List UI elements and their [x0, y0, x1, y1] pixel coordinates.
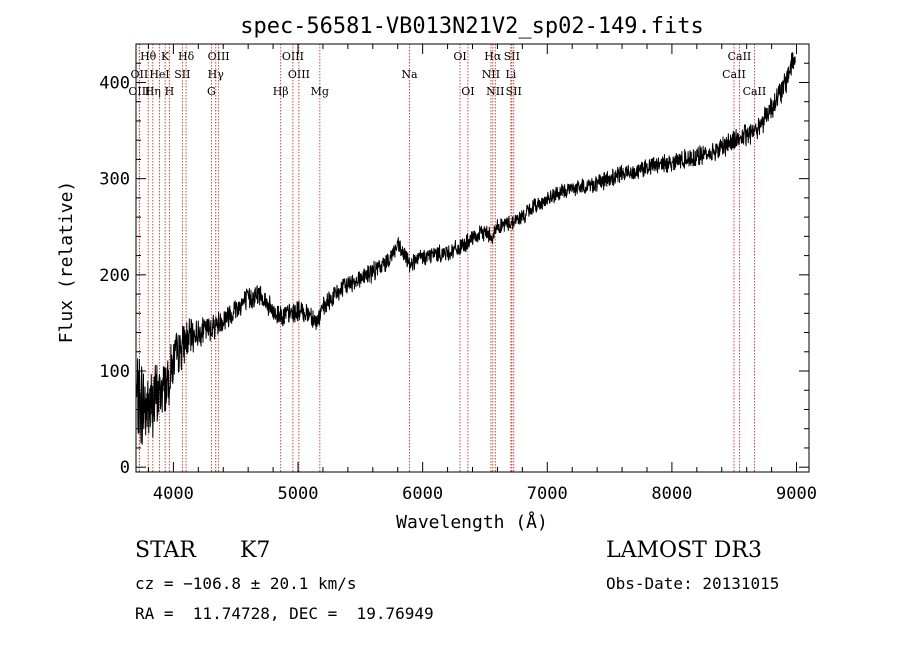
- line-label: OI: [453, 50, 466, 63]
- x-tick-label: 9000: [776, 484, 817, 504]
- object-subclass: K7: [240, 538, 271, 563]
- line-label: Hη: [145, 85, 161, 98]
- line-label: K: [161, 50, 170, 63]
- line-label: G: [207, 85, 216, 98]
- x-tick-label: 5000: [278, 484, 319, 504]
- line-label: OIII: [208, 50, 230, 63]
- redshift-velocity: cz = −106.8 ± 20.1 km/s: [135, 574, 357, 593]
- coordinates: RA = 11.74728, DEC = 19.76949: [135, 604, 434, 623]
- flux-line: [136, 52, 796, 445]
- x-tick-label: 4000: [153, 484, 194, 504]
- y-tick-label: 0: [120, 458, 130, 478]
- line-label: OIII: [288, 68, 310, 81]
- line-label: NII: [482, 68, 500, 81]
- line-label: CaII: [743, 85, 767, 98]
- y-tick-label: 100: [99, 362, 130, 382]
- line-label: SII: [174, 68, 190, 81]
- line-label: CaII: [728, 50, 752, 63]
- chart-title: spec-56581-VB013N21V2_sp02-149.fits: [240, 14, 704, 39]
- line-label: Mg: [311, 85, 329, 98]
- survey-name: LAMOST DR3: [606, 538, 762, 563]
- plot-frame: [135, 43, 810, 473]
- y-tick-label: 200: [99, 266, 130, 286]
- x-tick-label: 7000: [527, 484, 568, 504]
- line-label: OIII: [128, 85, 150, 98]
- y-tick-label: 300: [99, 170, 130, 190]
- line-label: OIII: [282, 50, 304, 63]
- y-axis-label: Flux (relative): [56, 181, 77, 344]
- observation-date: Obs-Date: 20131015: [606, 574, 780, 593]
- line-label: Na: [401, 68, 418, 81]
- x-axis-label: Wavelength (Å): [396, 511, 548, 533]
- line-label: Hα: [484, 50, 502, 63]
- line-label: SII: [504, 50, 520, 63]
- line-label: SII: [506, 85, 522, 98]
- x-tick-label: 8000: [651, 484, 692, 504]
- line-label: H: [165, 85, 175, 98]
- line-label: Hδ: [178, 50, 195, 63]
- line-label: Li: [505, 68, 516, 81]
- axes: 4000 5000 6000 7000 8000 9000 0 100 200 300 400: [99, 43, 817, 504]
- y-tick-label: 400: [99, 73, 130, 93]
- line-label: CaII: [722, 68, 746, 81]
- spectrum-series: [136, 52, 796, 445]
- line-label: Hθ: [140, 50, 157, 63]
- line-label: Hβ: [273, 85, 289, 98]
- line-label: NII: [486, 85, 504, 98]
- line-label: Hγ: [208, 68, 225, 81]
- line-label: HeI: [149, 68, 169, 81]
- object-class: STAR: [135, 538, 196, 563]
- line-label: OI: [461, 85, 474, 98]
- x-tick-label: 6000: [402, 484, 443, 504]
